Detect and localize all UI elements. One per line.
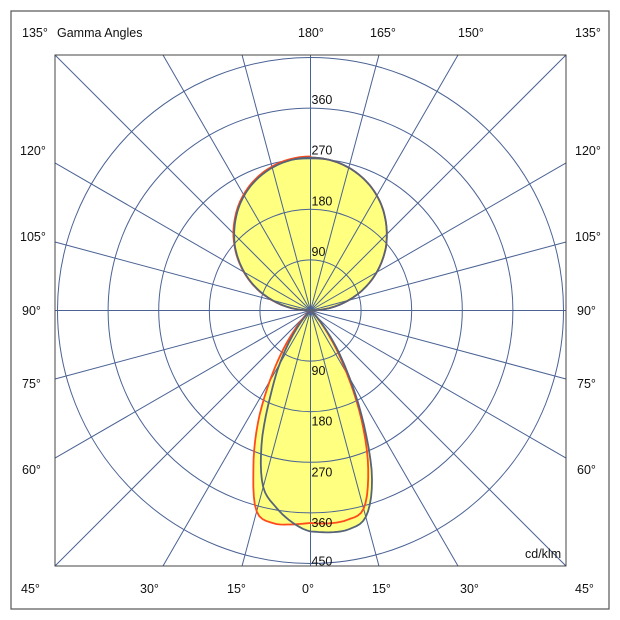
- angle-labels: 135° 180° 165° 150° 135° 45° 30° 15° 0° 15° 30° 45°…: [20, 26, 601, 596]
- spoke-345: [241, 310, 311, 567]
- angle-label-bottom: 45°: [21, 582, 40, 596]
- spoke-75: [310, 310, 567, 380]
- ring-label-bottom: 360: [312, 516, 333, 530]
- angle-label-bottom: 15°: [227, 582, 246, 596]
- angle-label-right: 75°: [577, 377, 596, 391]
- ring-label-top: 90: [312, 245, 326, 259]
- angle-label-right: 90°: [577, 304, 596, 318]
- polar-grid: [54, 54, 567, 567]
- ring-label-top: 360: [312, 93, 333, 107]
- spoke-210: [162, 54, 311, 311]
- spoke-225: [54, 54, 311, 311]
- curve-strokes: [232, 155, 388, 534]
- plot-frame: [54, 54, 567, 567]
- spoke-285: [54, 310, 311, 380]
- angle-label-top: 135°: [575, 26, 601, 40]
- spoke-45: [310, 310, 567, 567]
- spoke-315: [54, 310, 311, 567]
- spoke-165: [310, 54, 380, 311]
- ring-label-bottom: 90: [312, 364, 326, 378]
- angle-label-bottom: 0°: [302, 582, 314, 596]
- spoke-255: [54, 241, 311, 311]
- ring-label-top: 270: [312, 144, 333, 158]
- ring-label-bottom: 180: [312, 415, 333, 429]
- angle-label-right: 120°: [575, 144, 601, 158]
- angle-label-right: 60°: [577, 463, 596, 477]
- spoke-105: [310, 241, 567, 311]
- spoke-300: [54, 310, 311, 459]
- spoke-15: [310, 310, 380, 567]
- chart-title: Gamma Angles: [57, 26, 142, 40]
- angle-label-top: 135°: [22, 26, 48, 40]
- angle-label-left: 120°: [20, 144, 46, 158]
- spoke-330: [162, 310, 311, 567]
- angle-label-top: 180°: [298, 26, 324, 40]
- spoke-135: [310, 54, 567, 311]
- spoke-150: [310, 54, 459, 311]
- angle-label-left: 90°: [22, 304, 41, 318]
- ring-label-bottom: 450: [312, 555, 333, 569]
- ring-label-top: 180: [312, 194, 333, 208]
- unit-label: cd/klm: [525, 547, 561, 561]
- angle-label-right: 105°: [575, 230, 601, 244]
- spoke-30: [310, 310, 459, 567]
- spoke-240: [54, 162, 311, 311]
- angle-label-bottom: 30°: [460, 582, 479, 596]
- angle-label-top: 150°: [458, 26, 484, 40]
- angle-label-left: 75°: [22, 377, 41, 391]
- angle-label-left: 60°: [22, 463, 41, 477]
- spoke-120: [310, 162, 567, 311]
- angle-label-left: 105°: [20, 230, 46, 244]
- angle-label-bottom: 45°: [575, 582, 594, 596]
- spoke-60: [310, 310, 567, 459]
- series-line-1: [233, 156, 388, 534]
- angle-label-bottom: 15°: [372, 582, 391, 596]
- angle-label-top: 165°: [370, 26, 396, 40]
- ring-label-bottom: 270: [312, 465, 333, 479]
- angle-label-bottom: 30°: [140, 582, 159, 596]
- spoke-195: [241, 54, 311, 311]
- radial-tick-labels: 90 90 180 180 270 270 360 360 450: [312, 93, 333, 568]
